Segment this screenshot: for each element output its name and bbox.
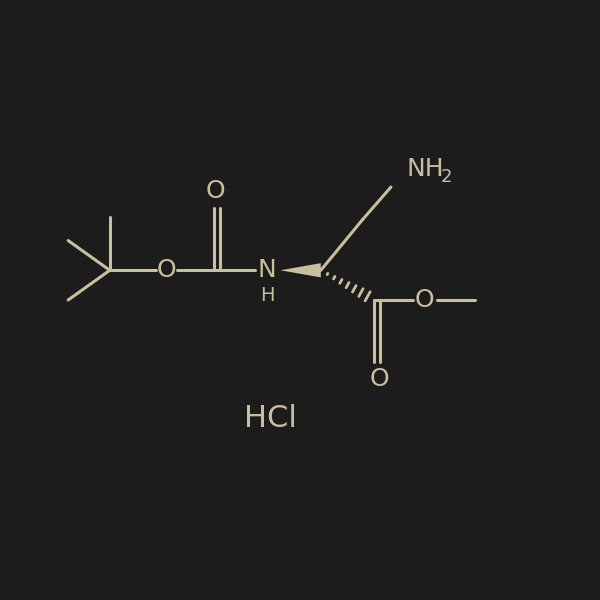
Text: O: O [157, 258, 176, 282]
Text: O: O [415, 288, 434, 312]
Text: H: H [260, 286, 275, 305]
Polygon shape [280, 263, 321, 277]
Text: NH: NH [407, 157, 445, 181]
Text: O: O [205, 179, 225, 203]
Text: HCl: HCl [244, 404, 297, 433]
Text: O: O [369, 367, 389, 391]
Text: N: N [258, 258, 277, 282]
Text: 2: 2 [441, 168, 452, 186]
